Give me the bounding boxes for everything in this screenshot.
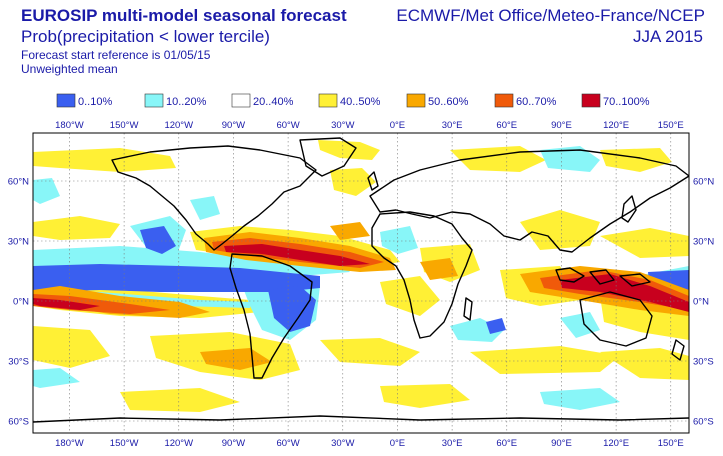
- longitude-label-top: 30°E: [442, 120, 463, 131]
- longitude-labels-bottom: 180°W 150°W 120°W 90°W 60°W 30°W 0°E 30°E 60°E 90…: [55, 438, 684, 449]
- latitude-label-right: 0°N: [693, 297, 709, 308]
- latitude-label-left: 60°N: [8, 177, 29, 188]
- latitude-labels-right: 60°N 30°N 0°N 30°S 60°S: [693, 177, 714, 428]
- legend-swatch: [581, 93, 601, 108]
- forecast-season: JJA 2015: [633, 27, 703, 46]
- probability-legend: 0..10% 10..20% 20..40% 40..50% 50..60% 60..70…: [56, 93, 650, 108]
- legend-label: 10..20%: [166, 96, 207, 108]
- longitude-label-bottom: 60°E: [496, 438, 517, 449]
- legend-label: 60..70%: [516, 96, 557, 108]
- longitude-label-bottom: 180°W: [55, 438, 84, 449]
- longitude-label-top: 60°E: [496, 120, 517, 131]
- longitude-label-top: 180°W: [55, 120, 84, 131]
- legend-label: 40..50%: [340, 96, 381, 108]
- legend-label: 70..100%: [603, 96, 650, 108]
- legend-swatch: [144, 93, 164, 108]
- coastlines: [33, 137, 689, 423]
- mean-type-note: Unweighted mean: [21, 62, 118, 76]
- legend-swatch: [231, 93, 251, 108]
- latitude-label-right: 60°S: [693, 417, 714, 428]
- latitude-labels-left: 60°N 30°N 0°N 30°S 60°S: [8, 177, 29, 428]
- longitude-label-bottom: 150°W: [110, 438, 139, 449]
- longitude-label-top: 150°E: [658, 120, 684, 131]
- longitude-label-top: 0°E: [390, 120, 405, 131]
- legend-label: 0..10%: [78, 96, 112, 108]
- latitude-label-left: 0°N: [13, 297, 29, 308]
- legend-label: 20..40%: [253, 96, 294, 108]
- longitude-label-top: 150°W: [110, 120, 139, 131]
- longitude-label-bottom: 30°E: [442, 438, 463, 449]
- legend-swatch: [406, 93, 426, 108]
- latitude-label-left: 30°S: [8, 357, 29, 368]
- data-source: ECMWF/Met Office/Meteo-France/NCEP: [396, 6, 705, 25]
- longitude-label-top: 90°E: [551, 120, 572, 131]
- longitude-label-top: 60°W: [276, 120, 299, 131]
- longitude-label-bottom: 60°W: [276, 438, 299, 449]
- longitude-label-top: 30°W: [331, 120, 354, 131]
- latitude-label-left: 60°S: [8, 417, 29, 428]
- legend-swatch: [56, 93, 76, 108]
- longitude-label-bottom: 120°E: [603, 438, 629, 449]
- map-subtitle: Prob(precipitation < lower tercile): [21, 27, 270, 46]
- latitude-label-right: 30°S: [693, 357, 714, 368]
- longitude-label-bottom: 150°E: [658, 438, 684, 449]
- longitude-label-bottom: 120°W: [164, 438, 193, 449]
- legend-label: 50..60%: [428, 96, 469, 108]
- latitude-label-right: 30°N: [693, 237, 714, 248]
- longitude-label-top: 90°W: [222, 120, 245, 131]
- longitude-label-bottom: 0°E: [390, 438, 405, 449]
- longitude-label-bottom: 90°W: [222, 438, 245, 449]
- longitude-labels-top: 180°W 150°W 120°W 90°W 60°W 30°W 0°E 30°E 60°E 90…: [55, 120, 684, 131]
- longitude-label-top: 120°W: [164, 120, 193, 131]
- map-title: EUROSIP multi-model seasonal forecast: [21, 6, 347, 25]
- latitude-label-left: 30°N: [8, 237, 29, 248]
- forecast-start-reference: Forecast start reference is 01/05/15: [21, 48, 211, 62]
- legend-swatch: [318, 93, 338, 108]
- map-frame: [32, 132, 690, 434]
- latitude-label-right: 60°N: [693, 177, 714, 188]
- map-panel: [32, 132, 690, 434]
- prob-0-10-regions: [33, 226, 689, 334]
- longitude-label-top: 120°E: [603, 120, 629, 131]
- longitude-label-bottom: 90°E: [551, 438, 572, 449]
- legend-swatch: [494, 93, 514, 108]
- longitude-label-bottom: 30°W: [331, 438, 354, 449]
